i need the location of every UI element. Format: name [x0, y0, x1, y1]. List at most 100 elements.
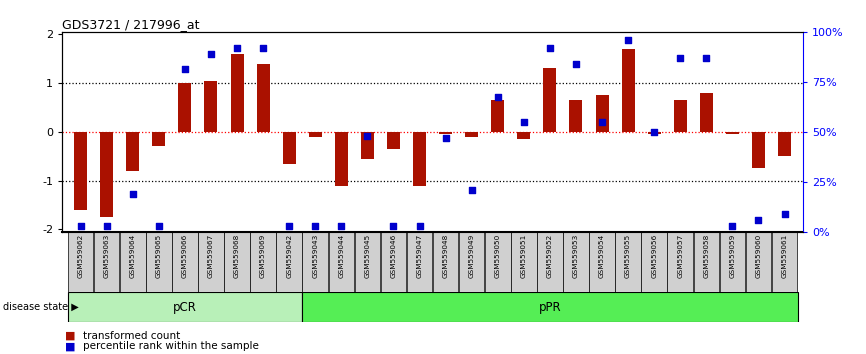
Text: GSM559049: GSM559049	[469, 234, 475, 278]
Bar	[570, 100, 583, 132]
Text: GSM559057: GSM559057	[677, 234, 683, 278]
Text: GSM559054: GSM559054	[599, 234, 605, 278]
Text: GSM559069: GSM559069	[260, 234, 266, 278]
Bar	[178, 83, 191, 132]
Point	[778, 211, 792, 217]
Bar	[439, 132, 452, 134]
Bar	[589, 232, 615, 292]
Point	[126, 192, 139, 197]
Text: GSM559063: GSM559063	[104, 234, 110, 278]
Text: GSM559068: GSM559068	[234, 234, 240, 278]
Text: GDS3721 / 217996_at: GDS3721 / 217996_at	[62, 18, 200, 31]
Point	[439, 135, 453, 141]
Bar	[746, 232, 772, 292]
Text: GSM559055: GSM559055	[625, 234, 631, 278]
Point	[308, 223, 322, 228]
Text: GSM559047: GSM559047	[417, 234, 423, 278]
Bar	[146, 232, 171, 292]
Bar	[674, 100, 687, 132]
Point	[74, 223, 87, 228]
Point	[465, 188, 479, 193]
Bar	[302, 292, 798, 322]
Bar	[778, 132, 791, 156]
Text: ■: ■	[65, 331, 75, 341]
Text: GSM559065: GSM559065	[156, 234, 162, 278]
Bar	[700, 93, 713, 132]
Bar	[459, 232, 484, 292]
Bar	[198, 232, 223, 292]
Text: ■: ■	[65, 341, 75, 351]
Point	[674, 55, 688, 61]
Bar	[204, 81, 217, 132]
Bar	[491, 100, 504, 132]
Text: GSM559060: GSM559060	[755, 234, 761, 278]
Point	[517, 119, 531, 125]
Bar	[563, 232, 589, 292]
Point	[621, 37, 635, 43]
Text: GSM559056: GSM559056	[651, 234, 657, 278]
Point	[386, 223, 400, 228]
Text: disease state ▶: disease state ▶	[3, 302, 78, 312]
Bar	[152, 132, 165, 147]
Bar	[642, 232, 667, 292]
Bar	[413, 132, 426, 185]
Point	[752, 217, 766, 223]
Point	[491, 94, 505, 99]
Point	[412, 223, 426, 228]
Bar	[68, 232, 94, 292]
Point	[726, 223, 740, 228]
Point	[204, 51, 218, 57]
Bar	[126, 132, 139, 171]
Bar	[250, 232, 276, 292]
Point	[595, 119, 609, 125]
Bar	[720, 232, 745, 292]
Text: percentile rank within the sample: percentile rank within the sample	[83, 341, 259, 351]
Text: GSM559064: GSM559064	[130, 234, 136, 278]
Text: pCR: pCR	[173, 301, 197, 314]
Text: GSM559067: GSM559067	[208, 234, 214, 278]
Bar	[596, 95, 609, 132]
Bar	[94, 232, 120, 292]
Bar	[224, 232, 249, 292]
Bar	[622, 49, 635, 132]
Text: GSM559048: GSM559048	[443, 234, 449, 278]
Text: GSM559051: GSM559051	[520, 234, 527, 278]
Text: GSM559062: GSM559062	[78, 234, 84, 278]
Point	[543, 45, 557, 51]
Bar	[752, 132, 765, 169]
Text: GSM559045: GSM559045	[365, 234, 371, 278]
Bar	[276, 232, 302, 292]
Bar	[354, 232, 380, 292]
Bar	[387, 132, 400, 149]
Bar	[537, 232, 563, 292]
Bar	[648, 132, 661, 134]
Bar	[302, 232, 328, 292]
Text: GSM559042: GSM559042	[286, 234, 292, 278]
Bar	[407, 232, 432, 292]
Text: pPR: pPR	[539, 301, 561, 314]
Bar	[616, 232, 641, 292]
Point	[256, 45, 270, 51]
Bar	[485, 232, 511, 292]
Bar	[172, 232, 197, 292]
Point	[334, 223, 348, 228]
Text: GSM559053: GSM559053	[573, 234, 579, 278]
Bar	[68, 292, 302, 322]
Bar	[100, 132, 113, 217]
Bar	[726, 132, 739, 134]
Text: GSM559044: GSM559044	[339, 234, 345, 278]
Bar	[772, 232, 798, 292]
Text: GSM559059: GSM559059	[729, 234, 735, 278]
Bar	[308, 132, 322, 137]
Text: GSM559061: GSM559061	[781, 234, 787, 278]
Bar	[230, 54, 243, 132]
Point	[647, 129, 661, 135]
Point	[230, 45, 244, 51]
Point	[569, 61, 583, 67]
Bar	[74, 132, 87, 210]
Text: GSM559046: GSM559046	[391, 234, 397, 278]
Bar	[282, 132, 295, 164]
Point	[360, 133, 374, 139]
Text: transformed count: transformed count	[83, 331, 180, 341]
Bar	[381, 232, 406, 292]
